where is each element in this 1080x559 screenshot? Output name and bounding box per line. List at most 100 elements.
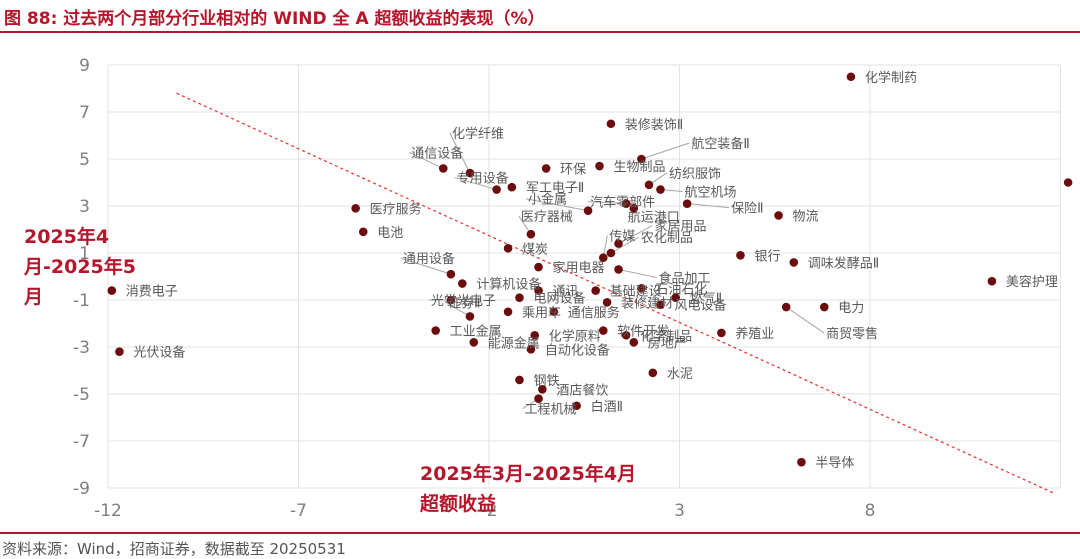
- scatter-point: [599, 253, 608, 262]
- scatter-point: [656, 300, 665, 310]
- point-label: 煤炭: [522, 242, 548, 257]
- scatter-point: [507, 182, 517, 192]
- x-tick-label: -7: [290, 501, 307, 521]
- point-label: 商贸零售: [826, 326, 878, 342]
- scatter-point: [1063, 178, 1073, 187]
- scatter-point: [358, 227, 368, 237]
- point-labels: 化学制药饮料乳品美容护理装修装饰Ⅱ航空装备Ⅱ化学纤维生物制品通信设备环保纺织服饰…: [126, 70, 1058, 471]
- point-label: 装修装饰Ⅱ: [625, 118, 683, 133]
- scatter-point: [469, 338, 479, 347]
- point-label: 传媒: [609, 230, 635, 245]
- scatter-point: [819, 302, 829, 312]
- scatter-point: [614, 265, 623, 274]
- leader-line: [525, 198, 589, 212]
- point-label: 房地产: [648, 335, 687, 351]
- point-label: 酒店餐饮: [556, 382, 608, 398]
- scatter-point: [671, 293, 680, 302]
- scatter-point: [599, 326, 608, 335]
- point-label: 养殖业: [735, 326, 774, 342]
- y-axis-title: 2025年4月-2025年5月: [24, 226, 136, 308]
- point-label: 专用设备: [457, 171, 509, 187]
- point-label: 消费电子: [126, 285, 178, 300]
- point-label: 通信服务: [568, 305, 620, 321]
- scatter-point: [846, 72, 856, 82]
- x-tick-label: 8: [865, 501, 876, 521]
- scatter-point: [583, 206, 593, 215]
- point-label: 电网设备: [533, 291, 585, 307]
- scatter-point: [736, 251, 745, 260]
- figure-title: 图 88: 过去两个月部分行业相对的 WIND 全 A 超额收益的表现（%）: [4, 9, 545, 29]
- point-label: 装修建材: [621, 296, 673, 311]
- data-points: [107, 72, 1073, 467]
- scatter-point: [717, 328, 726, 338]
- leader-lines: [400, 132, 825, 410]
- scatter-point: [492, 185, 501, 194]
- point-label: 化学制品: [640, 328, 692, 344]
- footer-divider: [0, 532, 1080, 534]
- leader-line: [618, 268, 657, 278]
- point-label: 通用设备: [403, 251, 455, 267]
- scatter-point: [530, 330, 540, 340]
- scatter-point: [606, 119, 616, 129]
- scatter-point: [549, 307, 559, 317]
- scatter-point: [541, 164, 551, 173]
- y-tick-label: -3: [73, 338, 90, 358]
- x-tick-label: 3: [674, 501, 685, 521]
- y-tick-label: 1: [79, 244, 90, 264]
- y-tick-label: -7: [73, 432, 90, 452]
- point-label: 纺织服饰: [669, 167, 721, 182]
- point-label: 光伏设备: [133, 345, 185, 361]
- point-label: 燃气Ⅱ: [690, 291, 722, 307]
- y-tick-label: -5: [73, 385, 90, 405]
- trendline: [176, 92, 1054, 494]
- point-label: 医疗器械: [521, 210, 573, 225]
- scatter-point: [606, 248, 616, 258]
- scatter-point: [534, 286, 543, 295]
- point-label: 小金属: [528, 192, 567, 208]
- scatter-point: [534, 262, 543, 272]
- scatter-point: [637, 154, 646, 164]
- point-label: 农化制品: [641, 231, 693, 246]
- scatter-point: [797, 457, 806, 467]
- point-label: 通信设备: [411, 145, 463, 161]
- point-label: 化学原料: [549, 328, 601, 344]
- scatter-point: [526, 345, 536, 354]
- point-label: 保险Ⅱ: [731, 202, 763, 217]
- point-label: 石油石化: [655, 282, 707, 297]
- scatter-point: [515, 293, 524, 302]
- scatter-point: [534, 394, 543, 404]
- scatter-point: [572, 401, 581, 411]
- point-label: 能源金属: [488, 335, 540, 351]
- point-label: 航空装备Ⅱ: [691, 136, 749, 152]
- scatter-point: [774, 211, 783, 220]
- scatter-point: [987, 276, 997, 286]
- leader-line: [641, 142, 690, 160]
- point-label: 光学光电子: [431, 293, 496, 309]
- point-label: 家用电器: [553, 260, 605, 276]
- scatter-point: [446, 269, 456, 279]
- leader-line: [400, 257, 452, 275]
- leader-line: [409, 151, 444, 169]
- scatter-point: [107, 286, 117, 295]
- point-label: 工业金属: [450, 324, 502, 340]
- point-label: 钢铁: [533, 374, 559, 389]
- scatter-point: [446, 295, 456, 305]
- scatter-point: [656, 185, 665, 194]
- scatter-point: [465, 312, 475, 321]
- point-label: 电池: [377, 226, 403, 241]
- scatter-point: [595, 161, 604, 171]
- y-tick-label: 5: [79, 150, 90, 170]
- y-tick-label: -9: [73, 479, 90, 499]
- point-label: 半导体: [815, 456, 854, 471]
- scatter-point: [682, 199, 692, 208]
- scatter-point: [781, 302, 791, 312]
- scatter-point: [789, 258, 799, 267]
- leader-line: [588, 201, 627, 205]
- leader-line: [449, 132, 471, 174]
- scatter-point: [538, 385, 547, 394]
- scatter-point: [115, 347, 124, 357]
- scatter-point: [526, 229, 536, 239]
- point-label: 航空机场: [684, 185, 736, 201]
- point-label: 软件开发: [617, 324, 669, 340]
